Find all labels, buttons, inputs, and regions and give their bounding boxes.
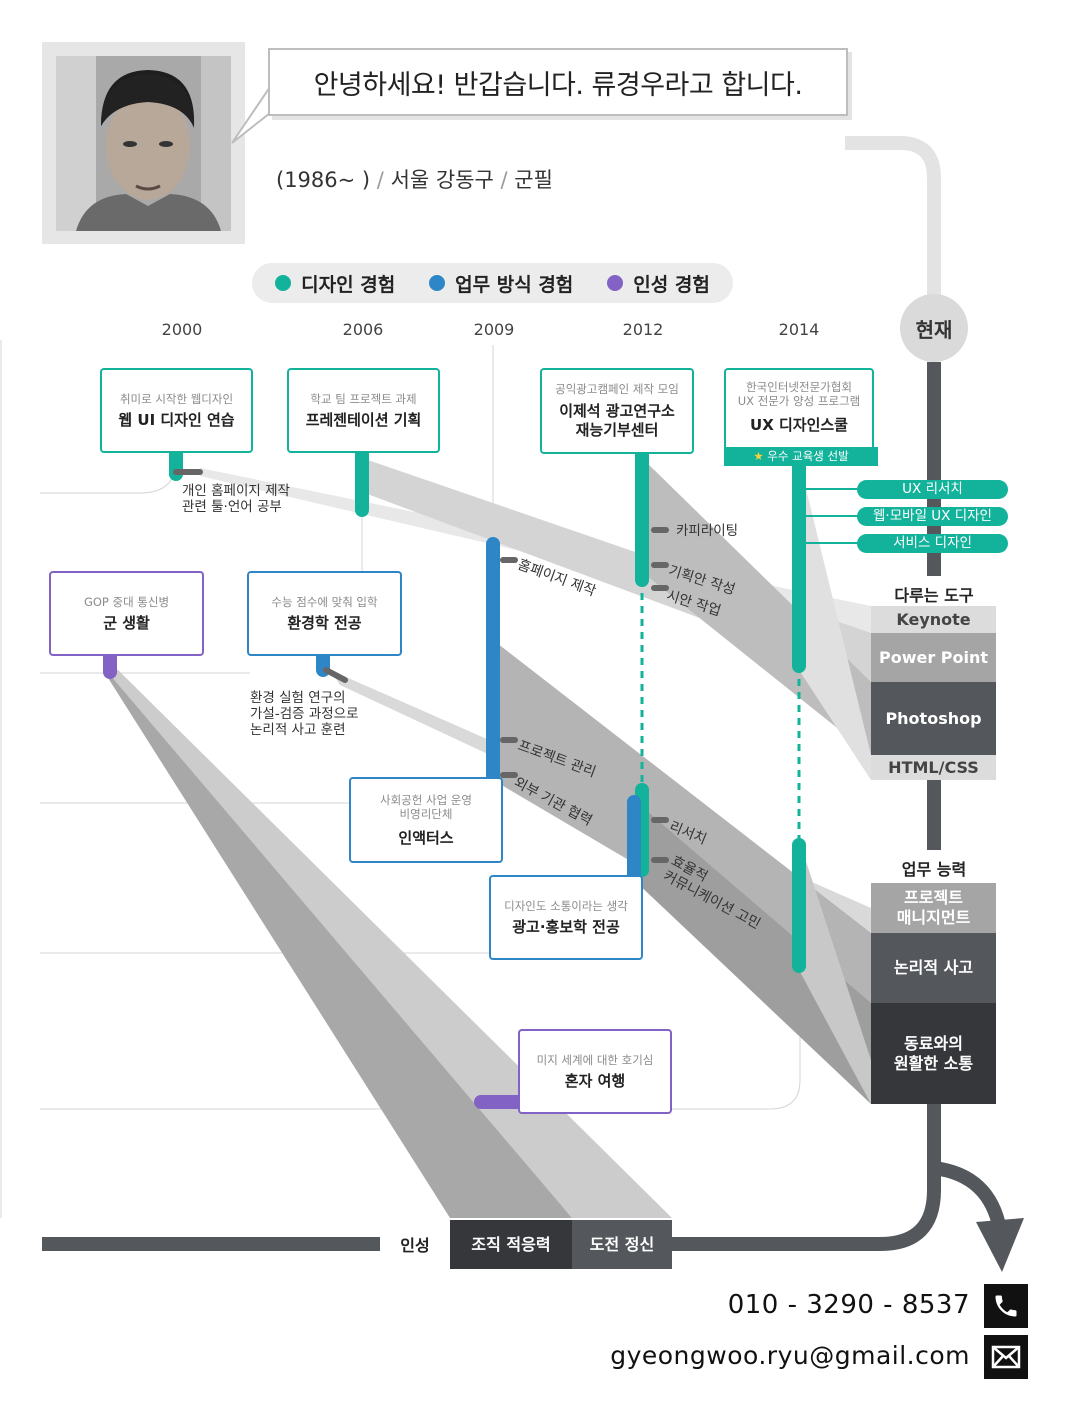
military-status: 군필 [514,168,553,192]
event-ad-major: 디자인도 소통이라는 생각 광고·홍보학 전공 [489,875,643,960]
character-title: 인성 [400,1236,430,1255]
ability-communication: 동료와의 원활한 소통 [871,1003,996,1104]
abilities-title: 업무 능력 [901,860,967,879]
character-challenge: 도전 정신 [572,1220,672,1269]
skill-ux-research: UX 리서치 [857,480,1008,499]
skill-service-design: 서비스 디자인 [857,534,1008,553]
legend: 디자인 경험 업무 방식 경험 인성 경험 [252,263,733,303]
email-address[interactable]: gyeongwoo.ryu@gmail.com [610,1341,970,1370]
star-icon: ★ [753,449,764,463]
tool-photoshop: Photoshop [871,682,996,755]
greeting-bubble: 안녕하세요! 반갑습니다. 류경우라고 합니다. [268,48,848,116]
ability-project-management: 프로젝트 매니지먼트 [871,883,996,933]
year-2000: 2000 [161,320,203,339]
personal-info: (1986~ ) / 서울 강동구 / 군필 [276,168,553,192]
annotation-env: 환경 실험 연구의 가설-검증 과정으로 논리적 사고 훈련 [250,690,359,738]
annotation-homepage: 개인 홈페이지 제작 관련 툴·언어 공부 [182,483,290,515]
year-2006: 2006 [342,320,384,339]
event-presentation: 학교 팀 프로젝트 과제 프레젠테이션 기획 [287,368,440,453]
birth-year: (1986~ ) [276,168,371,192]
blue-dot-icon [429,275,446,291]
character-adaptability: 조직 적응력 [450,1220,572,1269]
tools-title: 다루는 도구 [894,586,974,605]
tool-html-css: HTML/CSS [871,755,996,780]
event-army: GOP 중대 통신병 군 생활 [49,571,204,656]
profile-photo [56,56,231,231]
ability-logical-thinking: 논리적 사고 [871,933,996,1003]
tool-powerpoint: Power Point [871,633,996,682]
annotation-copywriting: 카피라이팅 [676,523,739,539]
event-ad-lab: 공익광고캠페인 제작 모임 이제석 광고연구소 재능기부센터 [540,368,694,454]
greeting-text: 안녕하세요! 반갑습니다. 류경우라고 합니다. [313,69,803,101]
phone-number[interactable]: 010 - 3290 - 8537 [727,1290,970,1320]
teal-dot-icon [275,275,292,291]
legend-character: 인성 경험 [607,270,710,297]
now-marker: 현재 [900,294,968,362]
event-enactus: 사회공헌 사업 운영 비영리단체 인액터스 [349,777,503,863]
legend-design: 디자인 경험 [275,270,395,297]
event-env-major: 수능 점수에 맞춰 입학 환경학 전공 [247,571,402,656]
location: 서울 강동구 [390,168,494,192]
phone-icon[interactable] [984,1284,1028,1328]
tool-keynote: Keynote [871,606,996,633]
year-2009: 2009 [473,320,515,339]
purple-dot-icon [607,275,624,291]
legend-work: 업무 방식 경험 [429,270,573,297]
event-travel: 미지 세계에 대한 호기심 혼자 여행 [518,1029,672,1114]
year-2012: 2012 [622,320,664,339]
year-2014: 2014 [778,320,820,339]
ux-school-badge: ★ 우수 교육생 선발 [724,447,878,466]
mail-icon[interactable] [984,1335,1028,1379]
skill-web-mobile-ux: 웹·모바일 UX 디자인 [857,507,1008,526]
event-ux-school: 한국인터넷전문가협회 UX 전문가 양성 프로그램 UX 디자인스쿨 ★ 우수 … [724,368,878,466]
person-silhouette-icon [56,56,231,231]
event-web-ui: 취미로 시작한 웹디자인 웹 UI 디자인 연습 [100,368,253,453]
